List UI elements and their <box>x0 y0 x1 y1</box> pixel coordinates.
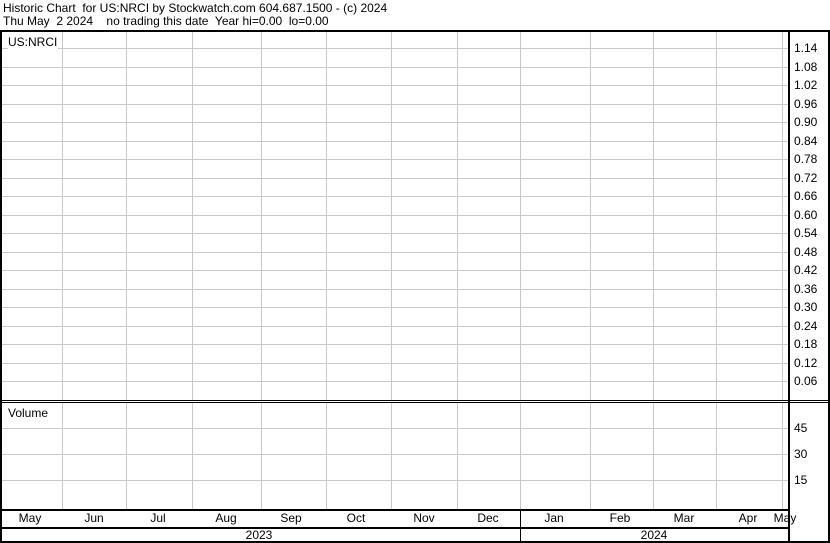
volume-tick-label: 45 <box>794 421 808 435</box>
volume-gridline-horizontal <box>2 428 788 429</box>
price-gridline-horizontal <box>2 196 788 197</box>
volume-gridline-vertical <box>457 403 458 509</box>
month-label: Dec <box>477 511 499 525</box>
chart-header-title: Historic Chart for US:NRCI by Stockwatch… <box>3 1 388 15</box>
price-tick-label: 0.60 <box>794 208 818 222</box>
month-label: Nov <box>413 511 435 525</box>
month-label: Aug <box>215 511 237 525</box>
month-label: May <box>18 511 42 525</box>
volume-gridline-vertical <box>653 403 654 509</box>
price-gridline-horizontal <box>2 48 788 49</box>
price-gridline-vertical <box>590 32 591 400</box>
price-gridline-horizontal <box>2 289 788 290</box>
volume-gridline-horizontal <box>2 480 788 481</box>
price-gridline-horizontal <box>2 159 788 160</box>
month-label: May <box>773 511 797 525</box>
price-gridline-vertical <box>192 32 193 400</box>
volume-gridline-vertical <box>716 403 717 509</box>
price-tick-label: 0.90 <box>794 115 818 129</box>
price-gridline-vertical <box>391 32 392 400</box>
bottom-border <box>0 541 830 543</box>
price-tick-label: 0.30 <box>794 300 818 314</box>
price-tick-label: 0.36 <box>794 282 818 296</box>
price-tick-label: 0.96 <box>794 97 818 111</box>
price-gridline-horizontal <box>2 270 788 271</box>
price-gridline-horizontal <box>2 67 788 68</box>
month-label: Sep <box>280 511 302 525</box>
price-tick-label: 1.02 <box>794 78 818 92</box>
left-border <box>0 30 2 543</box>
price-tick-label: 0.24 <box>794 319 818 333</box>
price-tick-label: 0.48 <box>794 245 818 259</box>
volume-gridline-vertical <box>62 403 63 509</box>
price-gridline-vertical <box>653 32 654 400</box>
volume-gridline-vertical <box>590 403 591 509</box>
volume-gridline-vertical <box>782 403 783 509</box>
price-tick-label: 0.54 <box>794 226 818 240</box>
panel-divider <box>0 400 830 401</box>
volume-gridline-vertical <box>126 403 127 509</box>
price-gridline-vertical <box>62 32 63 400</box>
price-gridline-horizontal <box>2 326 788 327</box>
volume-gridline-vertical <box>520 403 521 509</box>
month-label: Jan <box>544 511 564 525</box>
year-label-2023: 2023 <box>245 528 273 542</box>
volume-gridline-vertical <box>326 403 327 509</box>
price-tick-label: 1.14 <box>794 41 818 55</box>
price-gridline-horizontal <box>2 307 788 308</box>
right-border <box>828 30 830 543</box>
price-tick-label: 0.06 <box>794 374 818 388</box>
volume-gridline-vertical <box>261 403 262 509</box>
price-gridline-vertical <box>126 32 127 400</box>
price-gridline-horizontal <box>2 85 788 86</box>
month-label: Mar <box>673 511 695 525</box>
year-label-2024: 2024 <box>640 528 668 542</box>
price-tick-label: 0.12 <box>794 356 818 370</box>
price-gridline-vertical <box>326 32 327 400</box>
price-gridline-horizontal <box>2 141 788 142</box>
volume-gridline-vertical <box>192 403 193 509</box>
price-gridline-vertical <box>261 32 262 400</box>
price-tick-label: 0.42 <box>794 263 818 277</box>
price-gridline-horizontal <box>2 215 788 216</box>
volume-tick-label: 15 <box>794 473 808 487</box>
price-gridline-horizontal <box>2 363 788 364</box>
month-label: Oct <box>346 511 366 525</box>
price-gridline-vertical <box>520 32 521 400</box>
price-gridline-horizontal <box>2 122 788 123</box>
price-gridline-horizontal <box>2 381 788 382</box>
volume-panel-title: Volume <box>8 406 49 420</box>
price-gridline-vertical <box>782 32 783 400</box>
year-row-border <box>0 527 789 529</box>
top-border <box>0 30 830 32</box>
price-gridline-vertical <box>716 32 717 400</box>
price-gridline-horizontal <box>2 233 788 234</box>
month-label: Jul <box>150 511 166 525</box>
year-divider <box>520 509 521 542</box>
volume-gridline-vertical <box>391 403 392 509</box>
chart-header-status: Thu May 2 2024 no trading this date Year… <box>3 14 329 28</box>
price-gridline-horizontal <box>2 104 788 105</box>
price-tick-label: 0.18 <box>794 337 818 351</box>
month-label: Feb <box>609 511 631 525</box>
panel-divider-2 <box>0 402 830 403</box>
price-gridline-vertical <box>457 32 458 400</box>
month-label: Apr <box>738 511 758 525</box>
price-gridline-horizontal <box>2 178 788 179</box>
price-tick-label: 0.72 <box>794 171 818 185</box>
volume-gridline-horizontal <box>2 454 788 455</box>
price-gridline-horizontal <box>2 344 788 345</box>
price-tick-label: 1.08 <box>794 60 818 74</box>
price-gridline-horizontal <box>2 252 788 253</box>
month-row-border <box>0 509 789 511</box>
volume-tick-label: 30 <box>794 447 808 461</box>
price-tick-label: 0.84 <box>794 134 818 148</box>
price-panel-title: US:NRCI <box>8 35 59 49</box>
price-tick-label: 0.66 <box>794 189 818 203</box>
price-tick-label: 0.78 <box>794 152 818 166</box>
y-axis-border <box>788 30 790 543</box>
month-label: Jun <box>84 511 104 525</box>
